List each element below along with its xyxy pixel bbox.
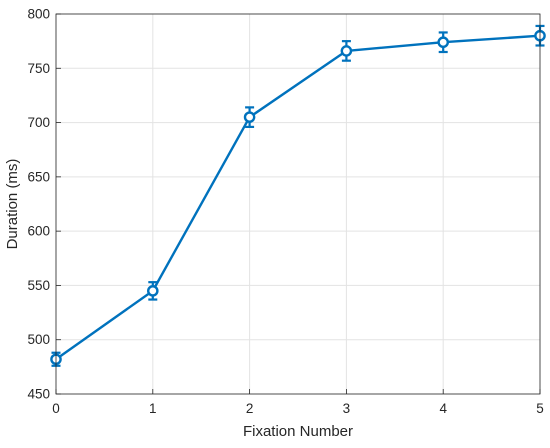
tick-layer: 0 1 2 3 4 5 450 500 550 600 650 700 750 800	[27, 7, 543, 417]
data-point	[437, 36, 450, 49]
x-tick-label: 4	[439, 401, 447, 416]
data-point	[340, 45, 353, 57]
y-tick-label: 650	[27, 169, 50, 184]
plot-area	[56, 14, 540, 394]
y-tick-label: 750	[27, 61, 50, 76]
y-tick-label: 800	[27, 7, 50, 22]
y-tick-label: 450	[27, 387, 50, 402]
y-tick-label: 550	[27, 278, 50, 293]
series-line	[55, 34, 541, 361]
x-axis-label: Fixation Number	[243, 423, 353, 440]
x-tick-label: 2	[246, 401, 254, 416]
x-tick-label: 5	[536, 401, 544, 416]
data-point	[243, 111, 256, 123]
data-point	[146, 285, 159, 297]
axes-box	[55, 13, 541, 395]
y-tick-label: 700	[27, 115, 50, 130]
y-tick-label: 500	[27, 332, 50, 347]
x-tick-label: 1	[149, 401, 157, 416]
y-axis-label: Duration (ms)	[4, 159, 21, 250]
y-tick-label: 600	[27, 224, 50, 239]
x-tick-label: 3	[343, 401, 351, 416]
x-tick-label: 0	[52, 401, 60, 416]
